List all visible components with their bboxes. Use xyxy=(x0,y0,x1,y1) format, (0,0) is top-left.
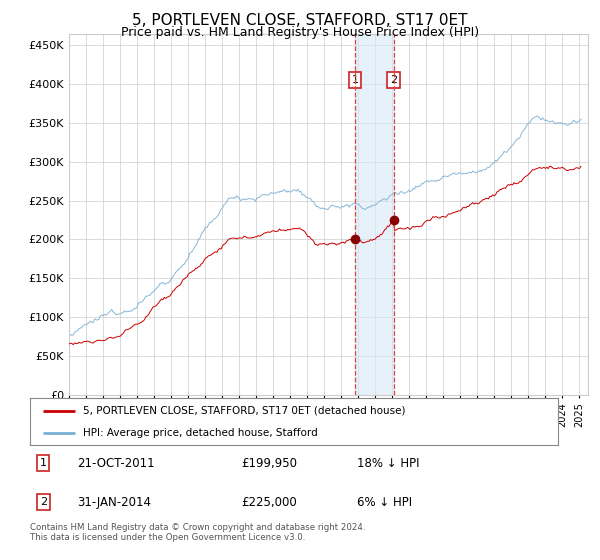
Text: 1: 1 xyxy=(40,458,47,468)
Text: Contains HM Land Registry data © Crown copyright and database right 2024.
This d: Contains HM Land Registry data © Crown c… xyxy=(30,523,365,543)
Text: HPI: Average price, detached house, Stafford: HPI: Average price, detached house, Staf… xyxy=(83,428,317,438)
Text: 2: 2 xyxy=(40,497,47,507)
Text: 31-JAN-2014: 31-JAN-2014 xyxy=(77,496,152,508)
Bar xyxy=(355,34,394,395)
Text: 18% ↓ HPI: 18% ↓ HPI xyxy=(358,457,420,470)
Text: Price paid vs. HM Land Registry's House Price Index (HPI): Price paid vs. HM Land Registry's House … xyxy=(121,26,479,39)
Text: 1: 1 xyxy=(352,75,358,85)
Text: £199,950: £199,950 xyxy=(241,457,297,470)
Text: 6% ↓ HPI: 6% ↓ HPI xyxy=(358,496,412,508)
Text: 21-OCT-2011: 21-OCT-2011 xyxy=(77,457,155,470)
Text: 5, PORTLEVEN CLOSE, STAFFORD, ST17 0ET: 5, PORTLEVEN CLOSE, STAFFORD, ST17 0ET xyxy=(132,13,468,28)
Text: 5, PORTLEVEN CLOSE, STAFFORD, ST17 0ET (detached house): 5, PORTLEVEN CLOSE, STAFFORD, ST17 0ET (… xyxy=(83,406,406,416)
Text: 2: 2 xyxy=(390,75,397,85)
Text: £225,000: £225,000 xyxy=(241,496,297,508)
